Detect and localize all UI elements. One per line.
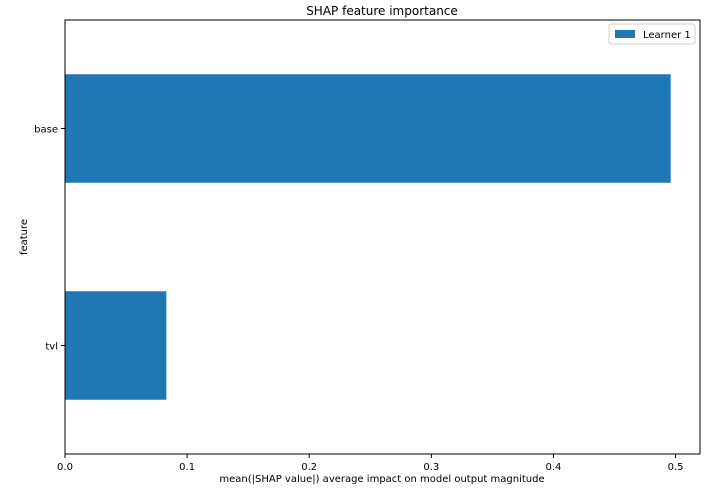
x-axis: 0.0 0.1 0.2 0.3 0.4 0.5	[57, 454, 684, 473]
y-axis-label: feature	[19, 219, 30, 255]
legend-label: Learner 1	[643, 30, 691, 41]
legend: Learner 1	[608, 23, 696, 45]
y-axis: base tvl	[34, 125, 65, 353]
chart-title: SHAP feature importance	[306, 4, 458, 18]
legend-swatch	[615, 30, 635, 38]
y-tick-label: tvl	[45, 342, 58, 353]
x-tick-label: 0.5	[668, 462, 684, 473]
x-tick-label: 0.1	[179, 462, 195, 473]
y-tick-label: base	[34, 125, 58, 136]
plot-frame	[64, 19, 701, 455]
bars-group	[65, 74, 671, 400]
x-tick-label: 0.2	[301, 462, 317, 473]
x-axis-label: mean(|SHAP value|) average impact on mod…	[219, 474, 544, 485]
legend-frame	[608, 23, 696, 45]
x-tick-label: 0.3	[423, 462, 439, 473]
x-tick-label: 0.4	[546, 462, 562, 473]
bar-tvl	[65, 291, 167, 400]
x-tick-label: 0.0	[57, 462, 73, 473]
bar-base	[65, 74, 671, 183]
